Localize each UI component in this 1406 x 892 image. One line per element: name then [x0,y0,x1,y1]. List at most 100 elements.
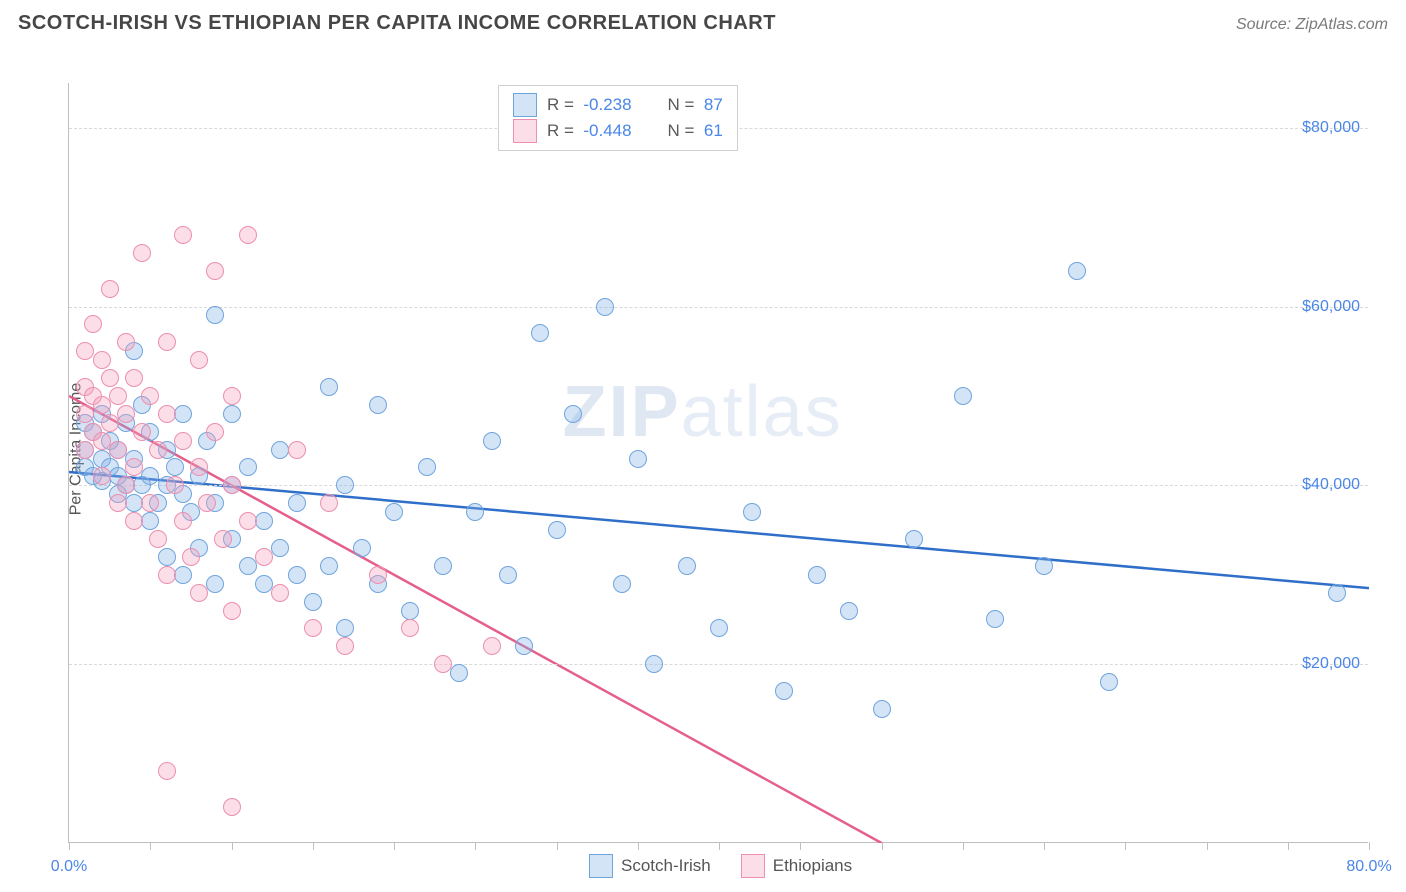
legend-label: Ethiopians [773,856,852,876]
legend-item: Ethiopians [741,854,852,878]
data-point [109,387,127,405]
data-point [76,342,94,360]
data-point [483,432,501,450]
data-point [133,244,151,262]
data-point [206,306,224,324]
data-point [840,602,858,620]
stats-row: R = -0.238 N = 87 [513,92,723,118]
r-label: R = -0.238 N = 87 [547,92,723,118]
data-point [141,467,159,485]
data-point [174,405,192,423]
stats-row: R = -0.448 N = 61 [513,118,723,144]
data-point [206,575,224,593]
data-point [239,557,257,575]
legend: Scotch-Irish Ethiopians [589,854,852,878]
data-point [174,226,192,244]
data-point [76,405,94,423]
data-point [239,512,257,530]
gridline [69,307,1368,308]
data-point [93,396,111,414]
data-point [174,512,192,530]
data-point [905,530,923,548]
data-point [271,584,289,602]
data-point [117,405,135,423]
legend-item: Scotch-Irish [589,854,711,878]
data-point [613,575,631,593]
legend-swatch [589,854,613,878]
data-point [239,226,257,244]
x-tick [882,842,883,850]
data-point [629,450,647,468]
stats-box: R = -0.238 N = 87R = -0.448 N = 61 [498,85,738,151]
x-tick [1288,842,1289,850]
data-point [141,387,159,405]
data-point [320,494,338,512]
x-tick [150,842,151,850]
y-tick-label: $40,000 [1302,476,1360,494]
data-point [158,566,176,584]
data-point [873,700,891,718]
data-point [158,405,176,423]
data-point [645,655,663,673]
data-point [304,619,322,637]
data-point [434,655,452,673]
data-point [93,432,111,450]
data-point [418,458,436,476]
data-point [531,324,549,342]
x-tick [719,842,720,850]
data-point [596,298,614,316]
data-point [158,548,176,566]
x-tick [69,842,70,850]
legend-label: Scotch-Irish [621,856,711,876]
data-point [320,557,338,575]
x-tick [1207,842,1208,850]
data-point [166,458,184,476]
data-point [149,530,167,548]
watermark: ZIPatlas [563,371,843,453]
data-point [255,512,273,530]
gridline [69,485,1368,486]
data-point [84,315,102,333]
data-point [158,762,176,780]
data-point [288,566,306,584]
data-point [190,584,208,602]
y-tick-label: $60,000 [1302,298,1360,316]
x-tick [638,842,639,850]
x-tick [394,842,395,850]
data-point [369,396,387,414]
x-axis-label: 0.0% [51,858,87,876]
data-point [353,539,371,557]
data-point [133,423,151,441]
data-point [320,378,338,396]
x-tick [475,842,476,850]
data-point [564,405,582,423]
series-swatch [513,93,537,117]
data-point [174,432,192,450]
data-point [190,458,208,476]
data-point [499,566,517,584]
data-point [141,512,159,530]
data-point [288,494,306,512]
x-tick [1369,842,1370,850]
data-point [149,441,167,459]
data-point [1328,584,1346,602]
data-point [336,619,354,637]
chart-container: Per Capita Income ZIPatlas $20,000$40,00… [18,39,1388,859]
data-point [206,262,224,280]
data-point [206,423,224,441]
data-point [223,798,241,816]
data-point [450,664,468,682]
data-point [710,619,728,637]
source-attribution: Source: ZipAtlas.com [1236,16,1388,34]
data-point [515,637,533,655]
data-point [336,476,354,494]
data-point [109,494,127,512]
y-tick-label: $20,000 [1302,655,1360,673]
data-point [401,619,419,637]
data-point [466,503,484,521]
data-point [190,351,208,369]
data-point [223,602,241,620]
y-tick-label: $80,000 [1302,119,1360,137]
data-point [117,476,135,494]
x-axis-label: 80.0% [1346,858,1391,876]
